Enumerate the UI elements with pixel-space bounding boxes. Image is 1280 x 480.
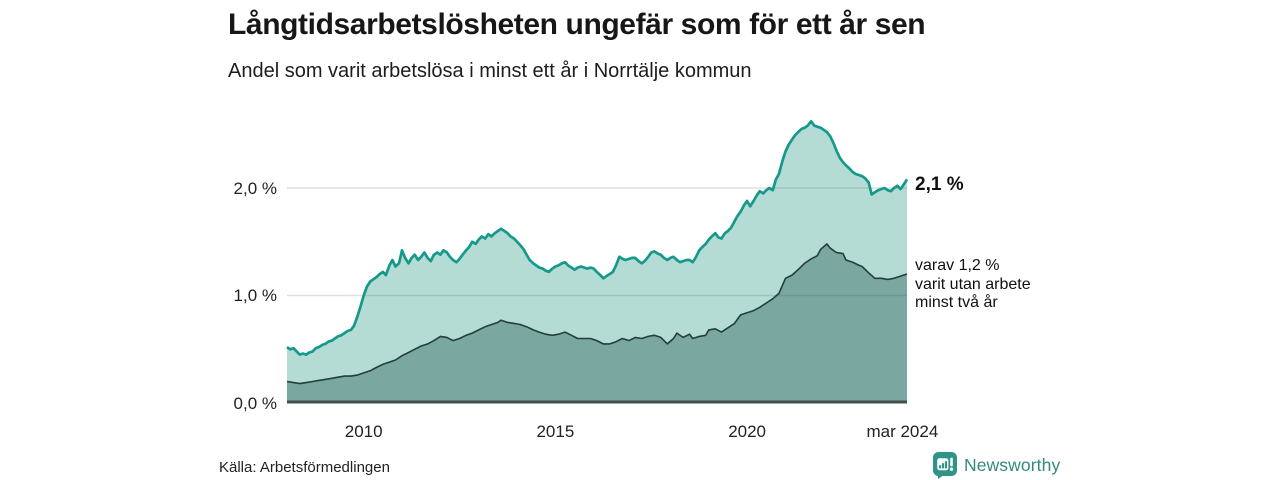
y-axis-tick-label: 2,0 % — [233, 178, 277, 198]
annotation-line-3: minst två år — [915, 294, 998, 311]
annotation-line-1: varav 1,2 % — [915, 257, 1000, 274]
newsworthy-logo-icon — [933, 451, 957, 479]
x-axis-tick-label: 2015 — [536, 422, 575, 441]
secondary-series-line — [286, 243, 908, 385]
annotation-line-2: varit utan arbete — [915, 275, 1031, 293]
x-axis-tick-label: 2010 — [344, 422, 383, 441]
secondary-area-fill — [287, 243, 907, 403]
x-axis-tick-label: mar 2024 — [866, 422, 939, 441]
chart-subtitle: Andel som varit arbetslösa i minst ett å… — [228, 60, 752, 82]
source-credit: Källa: Arbetsförmedlingen — [219, 459, 390, 476]
total-series-end-value-label: 2,1 % — [915, 174, 964, 195]
total-series-line — [286, 119, 909, 356]
x-axis-tick-label: 2020 — [728, 422, 767, 441]
y-axis-tick-label: 0,0 % — [233, 393, 277, 413]
secondary-series-end-annotation: varav 1,2 % varit utan arbete minst två … — [915, 257, 1031, 313]
newsworthy-brand-link[interactable]: Newsworthy — [933, 451, 1061, 479]
chart-title: Långtidsarbetslösheten ungefär som för e… — [228, 8, 926, 41]
newsworthy-brand-label: Newsworthy — [964, 454, 1061, 475]
y-axis-tick-label: 1,0 % — [233, 286, 277, 305]
